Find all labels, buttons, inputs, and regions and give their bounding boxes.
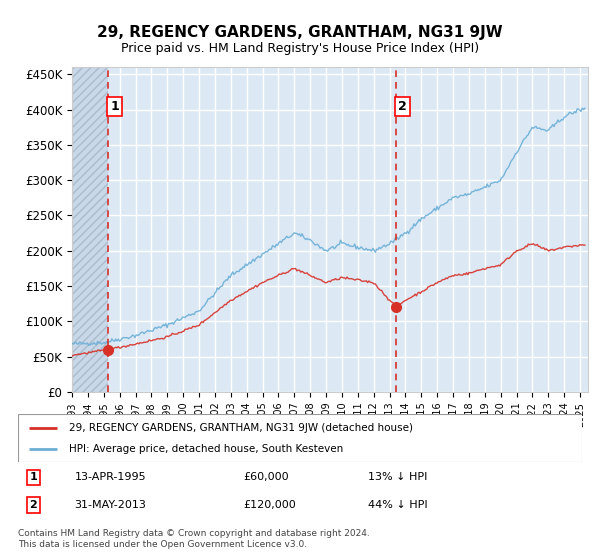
Text: 2: 2: [398, 100, 407, 113]
Text: HPI: Average price, detached house, South Kesteven: HPI: Average price, detached house, Sout…: [69, 444, 343, 454]
Text: Contains HM Land Registry data © Crown copyright and database right 2024.
This d: Contains HM Land Registry data © Crown c…: [18, 529, 370, 549]
Text: £60,000: £60,000: [244, 473, 289, 482]
Bar: [72, 67, 108, 392]
Text: 2: 2: [29, 500, 37, 510]
Text: 44% ↓ HPI: 44% ↓ HPI: [368, 500, 427, 510]
Text: 29, REGENCY GARDENS, GRANTHAM, NG31 9JW (detached house): 29, REGENCY GARDENS, GRANTHAM, NG31 9JW …: [69, 423, 413, 433]
FancyBboxPatch shape: [18, 414, 582, 462]
Text: 29, REGENCY GARDENS, GRANTHAM, NG31 9JW: 29, REGENCY GARDENS, GRANTHAM, NG31 9JW: [97, 25, 503, 40]
Text: 1: 1: [110, 100, 119, 113]
Text: 13% ↓ HPI: 13% ↓ HPI: [368, 473, 427, 482]
Bar: [108, 67, 588, 392]
Bar: [72, 67, 108, 392]
Text: Price paid vs. HM Land Registry's House Price Index (HPI): Price paid vs. HM Land Registry's House …: [121, 42, 479, 55]
Text: 1: 1: [29, 473, 37, 482]
Text: 31-MAY-2013: 31-MAY-2013: [74, 500, 146, 510]
Text: 13-APR-1995: 13-APR-1995: [74, 473, 146, 482]
Text: £120,000: £120,000: [244, 500, 296, 510]
